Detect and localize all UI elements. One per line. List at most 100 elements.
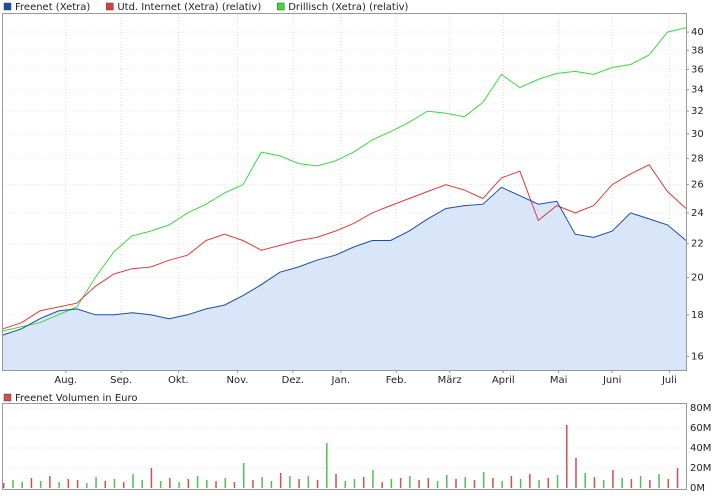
volume-bar [409, 476, 411, 488]
volume-bar [49, 476, 51, 488]
y-tick-label: 80M [690, 403, 711, 414]
volume-bar [353, 479, 356, 488]
volume-bar [602, 480, 605, 488]
line [2, 27, 687, 332]
volume-bar [446, 475, 448, 488]
volume-bar [86, 483, 88, 488]
y-tick-label: 30 [691, 129, 704, 140]
volume-bar [676, 468, 679, 488]
x-tick-label: März [438, 375, 462, 386]
volume-bar [362, 477, 365, 488]
volume-bar [215, 481, 217, 488]
volume-bar [58, 482, 60, 488]
volume-bar [335, 474, 337, 488]
volume-bar [316, 480, 319, 488]
volume-bar [307, 476, 310, 488]
volume-bar [372, 470, 374, 488]
volume-bar [3, 483, 5, 488]
legend-label: Utd. Internet (Xetra) (relativ) [117, 2, 261, 13]
volume-bar [178, 482, 180, 488]
legend-swatch [3, 393, 12, 402]
y-tick-label: 38 [691, 45, 704, 56]
volume-bar [196, 476, 199, 488]
main-frame [2, 13, 687, 371]
volume-bar [159, 481, 162, 488]
volume-bar [242, 463, 245, 488]
volume-bar [252, 480, 254, 488]
volume-bar [261, 477, 263, 488]
volume-bar [390, 479, 393, 488]
volume-bar [519, 479, 522, 488]
volume-bar [206, 480, 208, 488]
volume-bar [584, 473, 586, 488]
x-tick-label: April [492, 375, 515, 386]
y-tick-label: 40M [690, 443, 711, 454]
volume-bar [169, 478, 171, 488]
volume-bar [621, 478, 623, 488]
volume-bar [399, 478, 402, 488]
x-tick-label: Okt. [168, 375, 189, 386]
volume-bar [658, 474, 660, 488]
y-tick-label: 60M [690, 423, 711, 434]
y-tick-label: 0M [690, 483, 705, 494]
volume-bar [344, 481, 346, 488]
volume-bar [30, 478, 33, 488]
y-tick-label: 16 [691, 351, 704, 362]
x-tick-label: Dez. [282, 375, 304, 386]
y-tick-label: 24 [691, 208, 704, 219]
y-tick-label: 26 [691, 180, 704, 191]
volume-bar [104, 481, 107, 488]
volume-bar [326, 443, 328, 488]
volume-bar [529, 474, 531, 488]
y-tick-label: 36 [691, 64, 704, 75]
volume-bar [630, 479, 633, 488]
volume-bar [279, 473, 282, 488]
x-tick-label: Nov. [226, 375, 248, 386]
volume-bar [132, 474, 134, 488]
y-tick-label: 22 [691, 239, 704, 250]
y-tick-label: 32 [691, 106, 704, 117]
volume-bar [418, 480, 420, 488]
volume-bar [427, 478, 430, 488]
volume-bar [67, 479, 70, 488]
volume-bar [270, 481, 273, 488]
y-tick-label: 20M [690, 463, 711, 474]
volume-bar [224, 478, 227, 488]
volume-bar [381, 482, 383, 488]
x-tick-label: Sep. [110, 375, 132, 386]
x-tick-label: Juli [661, 375, 677, 386]
volume-bar [566, 425, 568, 488]
x-tick-label: Juni [602, 375, 621, 386]
volume-bar [150, 468, 153, 488]
volume-bar [141, 480, 143, 488]
x-tick-label: Aug. [54, 375, 77, 386]
legend-label: Freenet Volumen in Euro [15, 393, 137, 404]
y-tick-label: 28 [691, 153, 704, 164]
volume-bar [113, 479, 116, 488]
x-tick-label: Jan. [331, 375, 351, 386]
y-tick-label: 34 [691, 85, 704, 96]
legend-label: Drillisch (Xetra) (relativ) [288, 2, 408, 13]
volume-bar [39, 481, 42, 488]
volume-bar [649, 480, 651, 488]
volume-bar [21, 482, 23, 488]
volume-bar [612, 470, 614, 488]
volume-bar [538, 480, 540, 488]
volume-frame [2, 403, 687, 490]
line [2, 164, 687, 330]
legend-swatch [106, 2, 114, 11]
volume-bar [464, 477, 466, 488]
volume-bar [639, 476, 642, 488]
legend-swatch [276, 2, 285, 11]
volume-bar [473, 480, 476, 488]
volume-bar [436, 481, 439, 488]
line [2, 186, 687, 336]
y-tick-label: 18 [691, 310, 704, 321]
y-tick-label: 40 [691, 27, 704, 38]
volume-bar [187, 479, 190, 488]
volume-bar [12, 480, 14, 488]
volume-bar [547, 478, 550, 488]
volume-bar [575, 458, 577, 488]
volume-bar [482, 472, 485, 488]
